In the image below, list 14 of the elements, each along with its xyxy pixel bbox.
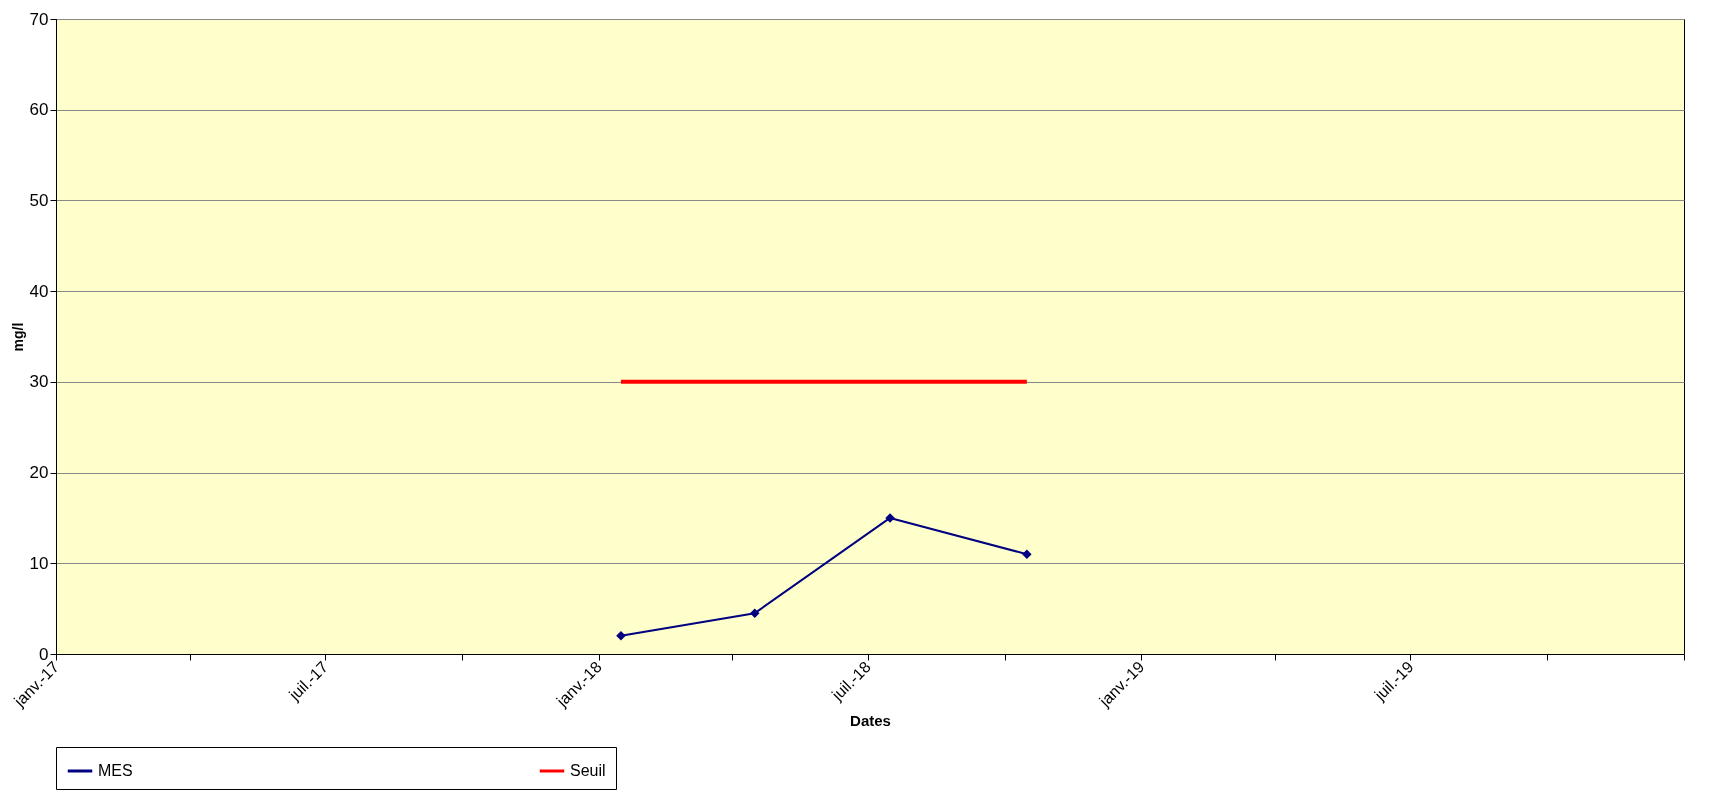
- legend-label: Seuil: [570, 762, 606, 779]
- point: [1022, 549, 1032, 559]
- y-tick-label: 10: [29, 553, 49, 573]
- y-axis-title: mg/l: [9, 322, 26, 352]
- point: [750, 608, 760, 618]
- y-tick-label: 30: [29, 372, 49, 392]
- y-tick-label: 70: [29, 9, 49, 29]
- y-tick-label: 20: [29, 463, 49, 483]
- y-tick-label: 50: [29, 190, 49, 210]
- y-tick-label: 60: [29, 100, 49, 120]
- legend-label: MES: [98, 762, 133, 779]
- x-axis-title: Dates: [850, 711, 891, 729]
- y-tick-label: 0: [39, 644, 49, 664]
- y-tick-label: 40: [29, 281, 49, 301]
